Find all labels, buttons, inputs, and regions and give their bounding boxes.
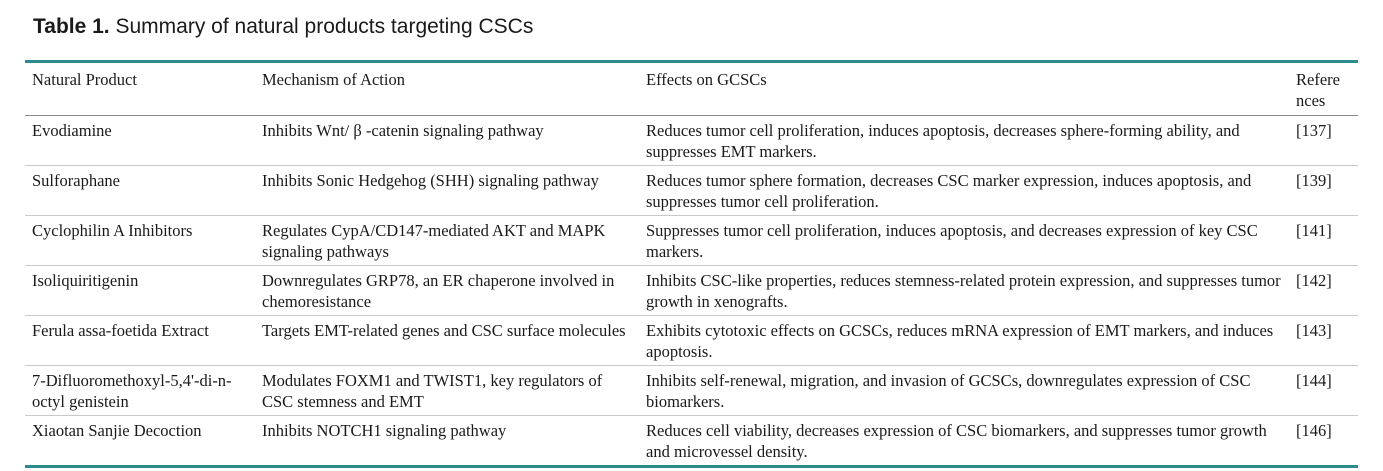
cell-reference: [143] xyxy=(1296,321,1332,340)
cell-reference: [146] xyxy=(1296,421,1332,440)
cell-reference: [139] xyxy=(1296,171,1332,190)
cell-mechanism: Targets EMT-related genes and CSC surfac… xyxy=(262,321,626,340)
cell-mechanism: Inhibits Wnt/ β -catenin signaling pathw… xyxy=(262,121,544,140)
cell-product: Sulforaphane xyxy=(32,171,120,190)
cell-reference: [141] xyxy=(1296,221,1332,240)
table-row: Sulforaphane Inhibits Sonic Hedgehog (SH… xyxy=(25,165,1358,216)
table-row: Cyclophilin A Inhibitors Regulates CypA/… xyxy=(25,215,1358,266)
cell-effects: Inhibits self-renewal, migration, and in… xyxy=(646,371,1251,411)
cell-effects: Exhibits cytotoxic effects on GCSCs, red… xyxy=(646,321,1274,361)
cell-mechanism: Modulates FOXM1 and TWIST1, key regulato… xyxy=(262,371,603,411)
table-row: Evodiamine Inhibits Wnt/ β -catenin sign… xyxy=(25,115,1358,166)
header-natural-product: Natural Product xyxy=(32,70,137,89)
cell-product: 7-Difluoromethoxyl-5,4'-di-n-octyl genis… xyxy=(32,371,232,411)
cell-mechanism: Downregulates GRP78, an ER chaperone inv… xyxy=(262,271,615,311)
table-row: Xiaotan Sanjie Decoction Inhibits NOTCH1… xyxy=(25,415,1358,466)
cell-effects: Reduces tumor cell proliferation, induce… xyxy=(646,121,1240,161)
header-references: Refere nces xyxy=(1296,70,1340,110)
cell-product: Ferula assa-foetida Extract xyxy=(32,321,209,340)
table-caption: Table 1. Summary of natural products tar… xyxy=(33,15,533,39)
cell-product: Isoliquiritigenin xyxy=(32,271,139,290)
cell-effects: Reduces tumor sphere formation, decrease… xyxy=(646,171,1252,211)
natural-products-table: Natural Product Mechanism of Action Effe… xyxy=(25,63,1358,465)
header-effects: Effects on GCSCs xyxy=(646,70,767,89)
cell-mechanism: Inhibits NOTCH1 signaling pathway xyxy=(262,421,507,440)
cell-reference: [137] xyxy=(1296,121,1332,140)
cell-effects: Inhibits CSC-like properties, reduces st… xyxy=(646,271,1281,311)
cell-product: Xiaotan Sanjie Decoction xyxy=(32,421,202,440)
cell-effects: Reduces cell viability, decreases expres… xyxy=(646,421,1267,461)
table-container: Natural Product Mechanism of Action Effe… xyxy=(25,60,1358,468)
cell-product: Evodiamine xyxy=(32,121,112,140)
cell-reference: [144] xyxy=(1296,371,1332,390)
cell-effects: Suppresses tumor cell proliferation, ind… xyxy=(646,221,1258,261)
cell-product: Cyclophilin A Inhibitors xyxy=(32,221,193,240)
table-row: Isoliquiritigenin Downregulates GRP78, a… xyxy=(25,265,1358,316)
table-row: 7-Difluoromethoxyl-5,4'-di-n-octyl genis… xyxy=(25,365,1358,416)
header-row: Natural Product Mechanism of Action Effe… xyxy=(25,63,1358,116)
cell-reference: [142] xyxy=(1296,271,1332,290)
table-row: Ferula assa-foetida Extract Targets EMT-… xyxy=(25,315,1358,366)
header-mechanism: Mechanism of Action xyxy=(262,70,405,89)
table-label: Table 1. xyxy=(33,15,110,38)
table-title: Summary of natural products targeting CS… xyxy=(115,15,534,38)
cell-mechanism: Regulates CypA/CD147-mediated AKT and MA… xyxy=(262,221,606,261)
cell-mechanism: Inhibits Sonic Hedgehog (SHH) signaling … xyxy=(262,171,599,190)
